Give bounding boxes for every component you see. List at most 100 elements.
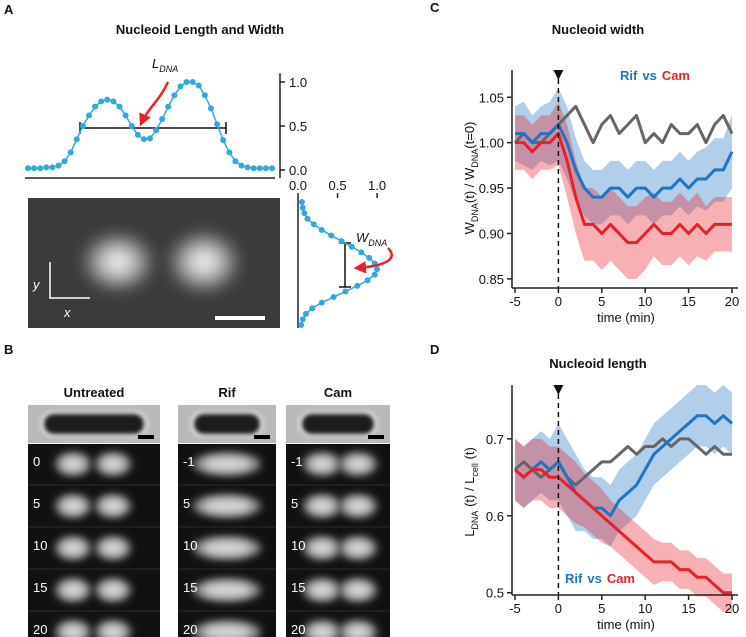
profile-point [67, 149, 74, 156]
annotation: WDNA [356, 230, 387, 248]
profile-point [140, 136, 147, 143]
legend-entry: Rif [620, 68, 638, 83]
chart-title: Nucleoid width [552, 22, 645, 37]
profile-point [342, 288, 349, 295]
profile-point [43, 164, 50, 171]
profile-point [371, 271, 378, 278]
legend-joiner: vs [587, 571, 601, 586]
time-label: 10 [291, 538, 305, 553]
event-marker [553, 70, 564, 80]
profile-point [31, 165, 38, 172]
nucleoid-core [310, 541, 334, 555]
profile-point [304, 215, 311, 222]
nucleoid-core [203, 457, 251, 471]
subscript: DNA [368, 238, 387, 248]
x-tick-label: 0 [555, 601, 562, 616]
subscript: cell [470, 463, 480, 477]
profile-point [98, 98, 105, 105]
profile-point [208, 105, 214, 112]
length-bar [79, 122, 227, 134]
profile-point [330, 294, 337, 301]
time-label: 5 [291, 496, 298, 511]
nucleoid-core [100, 247, 136, 277]
image-background [28, 198, 280, 328]
x-tick-label: 20 [725, 601, 739, 616]
legend: Rif vs Cam [565, 571, 635, 586]
profile-point [122, 112, 129, 119]
profile-point [262, 165, 269, 172]
series-line [514, 468, 732, 595]
x-tick-label: 1.0 [368, 178, 386, 193]
profile-point [366, 254, 373, 261]
scale-bar [138, 435, 154, 439]
nucleoid-core [346, 541, 370, 555]
label-part: W [462, 221, 477, 234]
x-tick-label: 0.5 [329, 178, 347, 193]
profile-point [348, 243, 355, 250]
profile-point [153, 127, 160, 134]
profile-point [189, 79, 196, 85]
y-tick-label: 1.05 [479, 90, 504, 105]
nucleoid-core [101, 625, 125, 637]
y-axis-label: LDNA (t) / Lcell (t) [462, 447, 480, 537]
time-label: 15 [183, 580, 197, 595]
nucleoid-core [61, 541, 85, 555]
subscript: DNA [159, 64, 178, 74]
profile-point [302, 310, 309, 317]
nucleoid-core [203, 499, 251, 513]
nucleoid-core [346, 457, 370, 471]
time-label: 15 [291, 580, 305, 595]
y-tick-label: 1.0 [289, 75, 307, 90]
profile-point [354, 282, 361, 289]
label-part: L [152, 56, 159, 71]
y-tick-label: 0.5 [486, 586, 504, 601]
profile-point [299, 316, 306, 323]
x-tick-label: 10 [638, 294, 652, 309]
y-tick-label: 0.95 [479, 181, 504, 196]
profile-point [116, 103, 123, 110]
profile-point [128, 123, 135, 129]
profile-point [269, 165, 275, 172]
time-label: -1 [291, 454, 303, 469]
cell-body [302, 414, 374, 434]
y-tick-label: 0.5 [289, 119, 307, 134]
time-label: 20 [33, 622, 47, 637]
profile-point [301, 210, 308, 217]
profile-point [318, 226, 325, 233]
label-part: L [462, 530, 477, 537]
x-tick-label: 10 [638, 601, 652, 616]
profile-point [298, 322, 305, 328]
nucleoid-core [310, 625, 334, 637]
column-title: Cam [324, 385, 352, 400]
profile-point [299, 204, 306, 211]
legend-entry: Rif [565, 571, 583, 586]
error-band [515, 385, 732, 547]
width-bar [339, 242, 351, 288]
profile-point [309, 305, 316, 312]
time-label: 0 [33, 454, 40, 469]
column-title: Untreated [64, 385, 125, 400]
column-title: Rif [218, 385, 236, 400]
profile-point [201, 92, 208, 99]
profile-point [134, 131, 141, 138]
nucleoid-core [203, 541, 251, 555]
x-axis-label: time (min) [597, 310, 655, 325]
nucleoid-core [346, 625, 370, 637]
cell-body [194, 414, 260, 434]
nucleoid-core [61, 457, 85, 471]
panel-label: B [4, 342, 13, 357]
profile-point [298, 199, 305, 205]
nucleoid-core [310, 499, 334, 513]
profile-line [28, 81, 272, 169]
y-tick-label: 0.6 [486, 509, 504, 524]
y-tick-label: 0.90 [479, 227, 504, 242]
axis-letter: y [32, 277, 41, 292]
nucleoid-core [203, 583, 251, 597]
event-marker [553, 385, 564, 395]
profile-point [328, 232, 335, 239]
time-label: 15 [33, 580, 47, 595]
y-tick-label: 0.85 [479, 272, 504, 287]
profile-point [244, 164, 251, 171]
profile-point [220, 137, 227, 144]
